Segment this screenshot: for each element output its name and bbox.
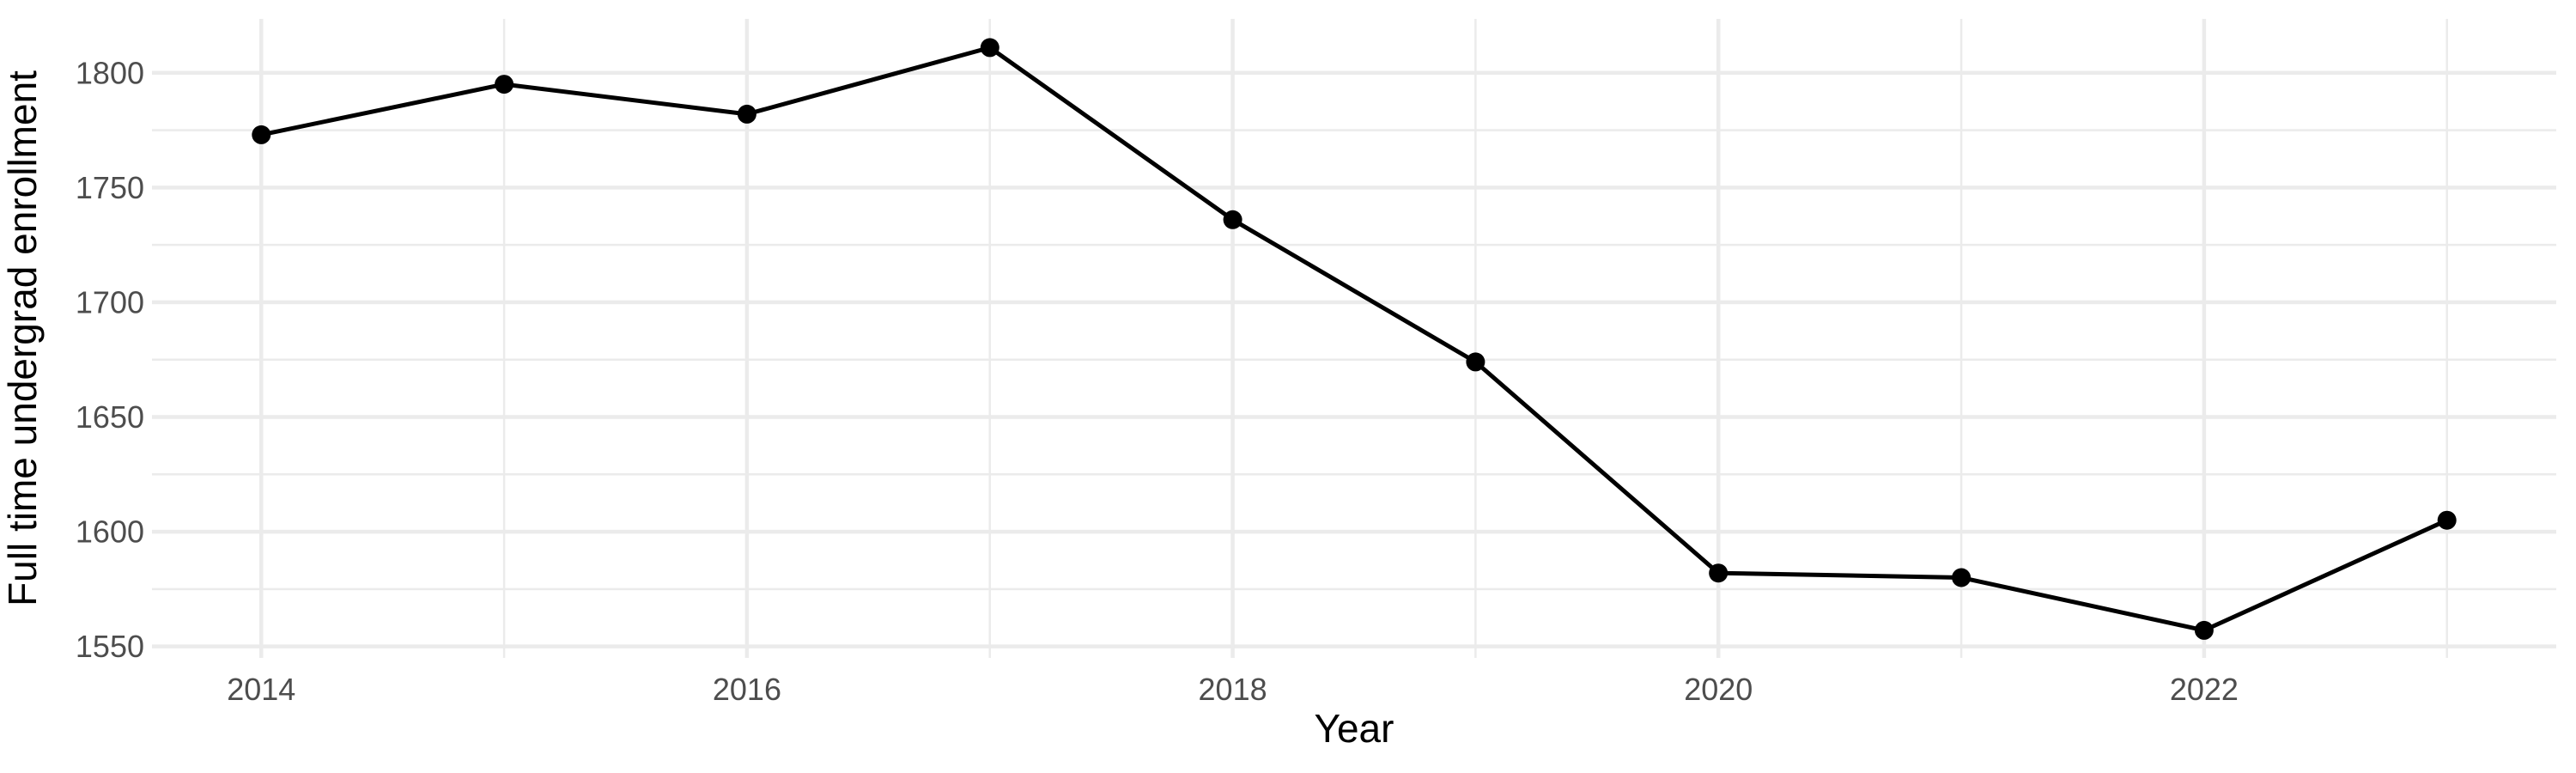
data-point — [1709, 563, 1728, 583]
data-point — [1223, 210, 1242, 229]
y-axis-tick-labels: 1550 1600 1650 1700 1750 1800 — [76, 55, 144, 664]
data-point — [980, 38, 999, 58]
data-point — [2194, 620, 2214, 640]
y-tick-label: 1600 — [76, 514, 144, 550]
x-tick-label: 2020 — [1684, 672, 1753, 707]
y-tick-label: 1700 — [76, 285, 144, 320]
data-point — [2437, 510, 2457, 530]
y-tick-label: 1750 — [76, 170, 144, 205]
data-point — [1466, 352, 1485, 372]
enrollment-series-line — [258, 45, 2450, 633]
x-axis-title: Year — [1315, 706, 1394, 751]
x-tick-label: 2014 — [227, 672, 295, 707]
x-tick-label: 2016 — [713, 672, 781, 707]
data-point — [1952, 568, 1971, 587]
y-axis-title: Full time undergrad enrollment — [0, 70, 45, 606]
major-gridlines — [152, 19, 2556, 658]
data-point — [737, 104, 756, 124]
data-point — [495, 75, 514, 94]
data-point — [252, 125, 271, 144]
x-tick-label: 2022 — [2170, 672, 2239, 707]
x-tick-label: 2018 — [1199, 672, 1267, 707]
x-axis-tick-labels: 2014 2016 2018 2020 2022 — [227, 672, 2239, 707]
y-tick-label: 1800 — [76, 55, 144, 90]
y-tick-label: 1550 — [76, 629, 144, 664]
minor-gridlines — [152, 19, 2556, 658]
y-tick-label: 1650 — [76, 399, 144, 435]
data-points — [252, 38, 2457, 640]
